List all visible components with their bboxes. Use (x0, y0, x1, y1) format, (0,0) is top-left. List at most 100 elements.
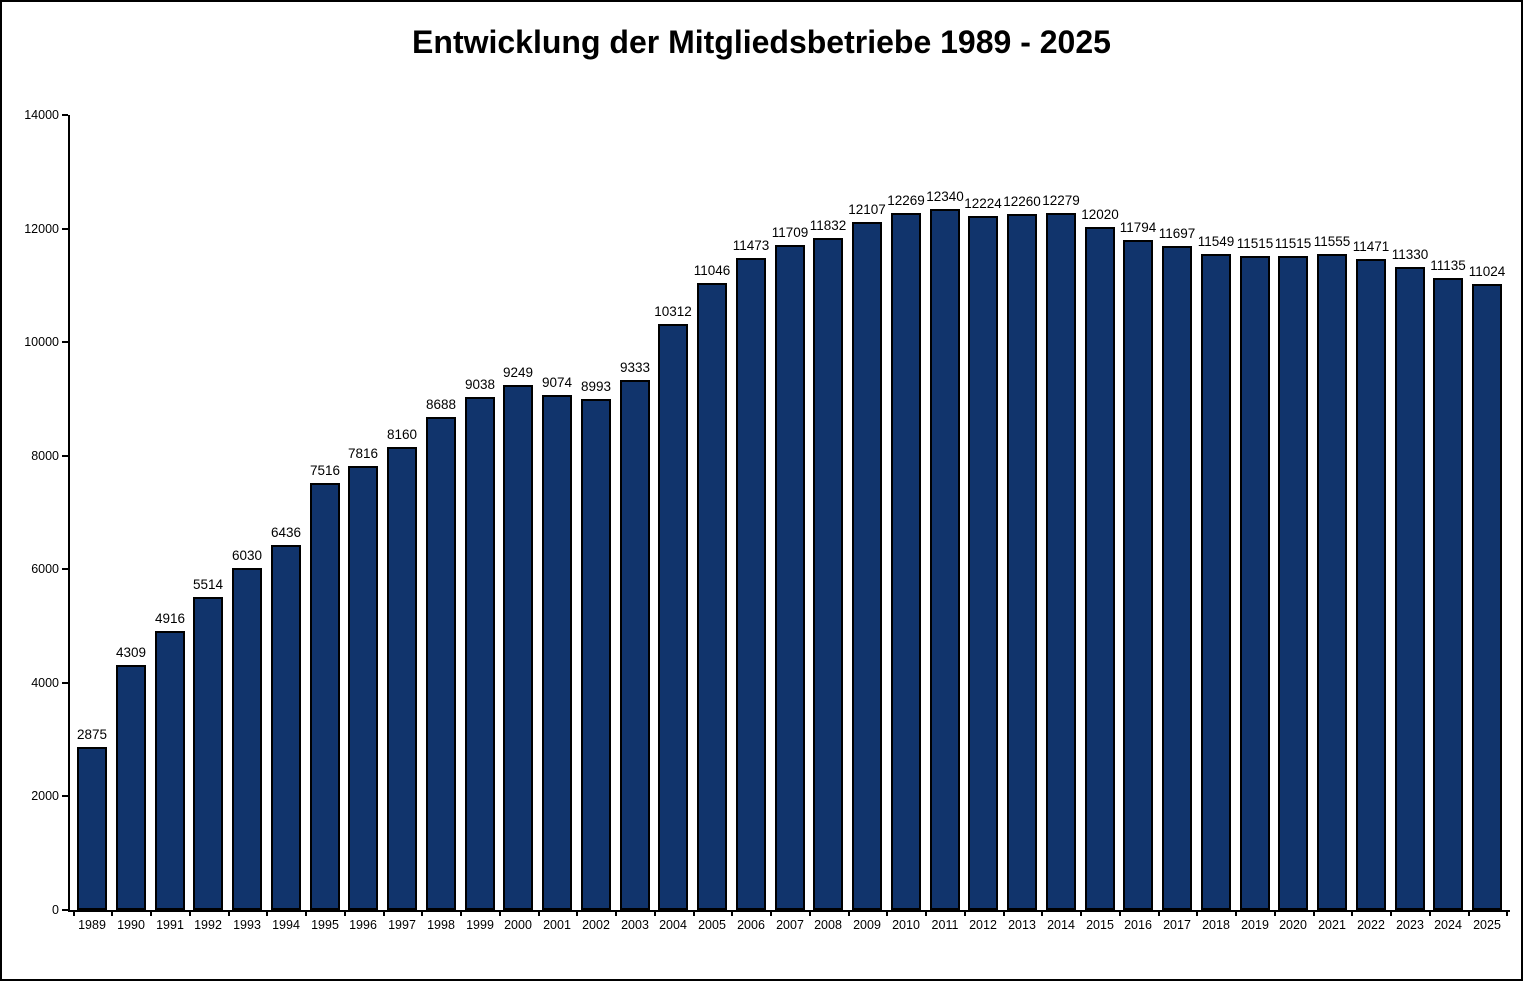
x-axis-tick (1467, 910, 1470, 916)
x-axis-category-label: 2002 (582, 918, 610, 932)
bar-2024 (1433, 278, 1463, 910)
bar-value-label: 12224 (964, 196, 1002, 211)
x-axis-line (68, 910, 1511, 912)
x-axis-tick (343, 910, 346, 916)
x-axis-category-label: 2019 (1241, 918, 1269, 932)
x-axis-category-label: 2017 (1163, 918, 1191, 932)
bar-value-label: 4916 (154, 611, 186, 626)
bar-1998 (426, 417, 456, 910)
bar-value-label: 9249 (502, 365, 534, 380)
bar-1992 (193, 597, 223, 910)
bar-2014 (1046, 213, 1076, 910)
bar-2013 (1007, 214, 1037, 910)
bar-2001 (542, 395, 572, 910)
x-axis-category-label: 2005 (698, 918, 726, 932)
x-axis-tick (382, 910, 385, 916)
x-axis-tick (963, 910, 966, 916)
bar-1995 (310, 483, 340, 910)
x-axis-tick (653, 910, 656, 916)
y-axis-tick-label: 0 (52, 903, 59, 917)
x-axis-category-label: 1994 (272, 918, 300, 932)
x-axis-category-label: 2010 (892, 918, 920, 932)
x-axis-category-label: 2018 (1202, 918, 1230, 932)
bar-2005 (697, 283, 727, 910)
x-axis-category-label: 2006 (737, 918, 765, 932)
x-axis-category-label: 1993 (233, 918, 261, 932)
x-axis-tick (1041, 910, 1044, 916)
x-axis-tick (615, 910, 618, 916)
x-axis-category-label: 2014 (1047, 918, 1075, 932)
y-axis-tick (62, 681, 68, 684)
x-axis-tick (1428, 910, 1431, 916)
bar-value-label: 11473 (732, 238, 770, 253)
x-axis-tick (886, 910, 889, 916)
y-axis-tick (62, 341, 68, 344)
y-axis-tick (62, 454, 68, 457)
bar-2011 (930, 209, 960, 910)
x-axis-tick (1235, 910, 1238, 916)
bar-2002 (581, 399, 611, 910)
x-axis-tick (1157, 910, 1160, 916)
bar-value-label: 11330 (1391, 247, 1429, 262)
bar-2016 (1123, 240, 1153, 910)
bar-value-label: 12107 (848, 202, 886, 217)
x-axis-tick (1080, 910, 1083, 916)
bar-value-label: 11515 (1274, 236, 1312, 251)
bar-value-label: 11135 (1430, 258, 1466, 273)
x-axis-tick (847, 910, 850, 916)
bar-value-label: 11046 (693, 263, 731, 278)
y-axis-line (68, 115, 70, 912)
x-axis-category-label: 1991 (156, 918, 184, 932)
bar-1994 (271, 545, 301, 910)
x-axis-tick (188, 910, 191, 916)
x-axis-category-label: 1992 (194, 918, 222, 932)
x-axis-tick (1002, 910, 1005, 916)
x-axis-tick (537, 910, 540, 916)
bar-2017 (1162, 246, 1192, 910)
bar-1999 (465, 397, 495, 910)
x-axis-tick (111, 910, 114, 916)
y-axis-tick-label: 2000 (31, 789, 59, 804)
x-axis-tick (305, 910, 308, 916)
bar-value-label: 12279 (1042, 193, 1080, 208)
bar-2004 (658, 324, 688, 910)
x-axis-category-label: 2012 (969, 918, 997, 932)
x-axis-tick (1196, 910, 1199, 916)
x-axis-tick (692, 910, 695, 916)
bar-2022 (1356, 259, 1386, 910)
x-axis-tick (1118, 910, 1121, 916)
x-axis-category-label: 2023 (1396, 918, 1424, 932)
x-axis-tick (731, 910, 734, 916)
x-axis-category-label: 2008 (814, 918, 842, 932)
x-axis-category-label: 2020 (1279, 918, 1307, 932)
bar-value-label: 11471 (1352, 239, 1390, 254)
x-axis-tick (1351, 910, 1354, 916)
bar-2010 (891, 213, 921, 910)
x-axis-tick (770, 910, 773, 916)
x-axis-category-label: 1990 (117, 918, 145, 932)
bar-value-label: 11555 (1313, 234, 1351, 249)
bar-2000 (503, 385, 533, 910)
bar-2009 (852, 222, 882, 910)
bar-value-label: 11832 (809, 218, 847, 233)
y-axis-tick (62, 909, 68, 911)
y-axis-tick (62, 795, 68, 798)
x-axis-tick (1506, 910, 1509, 916)
x-axis-tick (72, 910, 75, 916)
bar-value-label: 9074 (541, 375, 573, 390)
x-axis-category-label: 2001 (543, 918, 571, 932)
x-axis-tick (227, 910, 230, 916)
bar-value-label: 11709 (771, 225, 809, 240)
bar-value-label: 8160 (386, 427, 418, 442)
bar-value-label: 8688 (425, 397, 457, 412)
bar-value-label: 6030 (231, 548, 263, 563)
bar-2018 (1201, 254, 1231, 910)
x-axis-category-label: 2003 (621, 918, 649, 932)
x-axis-category-label: 2022 (1357, 918, 1385, 932)
x-axis-tick (150, 910, 153, 916)
x-axis-category-label: 2025 (1473, 918, 1501, 932)
bar-2006 (736, 258, 766, 910)
y-axis-tick-label: 10000 (24, 335, 59, 350)
x-axis-category-label: 1995 (311, 918, 339, 932)
